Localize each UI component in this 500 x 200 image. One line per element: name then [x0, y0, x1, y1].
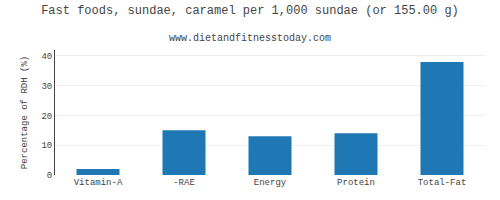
svg-text:www.dietandfitnesstoday.com: www.dietandfitnesstoday.com: [169, 33, 331, 44]
svg-text:40: 40: [41, 52, 52, 62]
svg-text:20: 20: [41, 112, 52, 122]
svg-text:Energy: Energy: [254, 178, 287, 188]
svg-text:Fast foods, sundae, caramel pe: Fast foods, sundae, caramel per 1,000 su…: [41, 4, 459, 18]
svg-text:Protein: Protein: [337, 178, 375, 188]
svg-text:Percentage of RDH (%): Percentage of RDH (%): [20, 56, 30, 169]
svg-text:-RAE: -RAE: [173, 178, 195, 188]
svg-text:30: 30: [41, 82, 52, 92]
svg-text:0: 0: [47, 171, 52, 181]
svg-text:Total-Fat: Total-Fat: [418, 178, 467, 188]
svg-text:Vitamin-A: Vitamin-A: [74, 178, 123, 188]
svg-text:10: 10: [41, 141, 52, 151]
